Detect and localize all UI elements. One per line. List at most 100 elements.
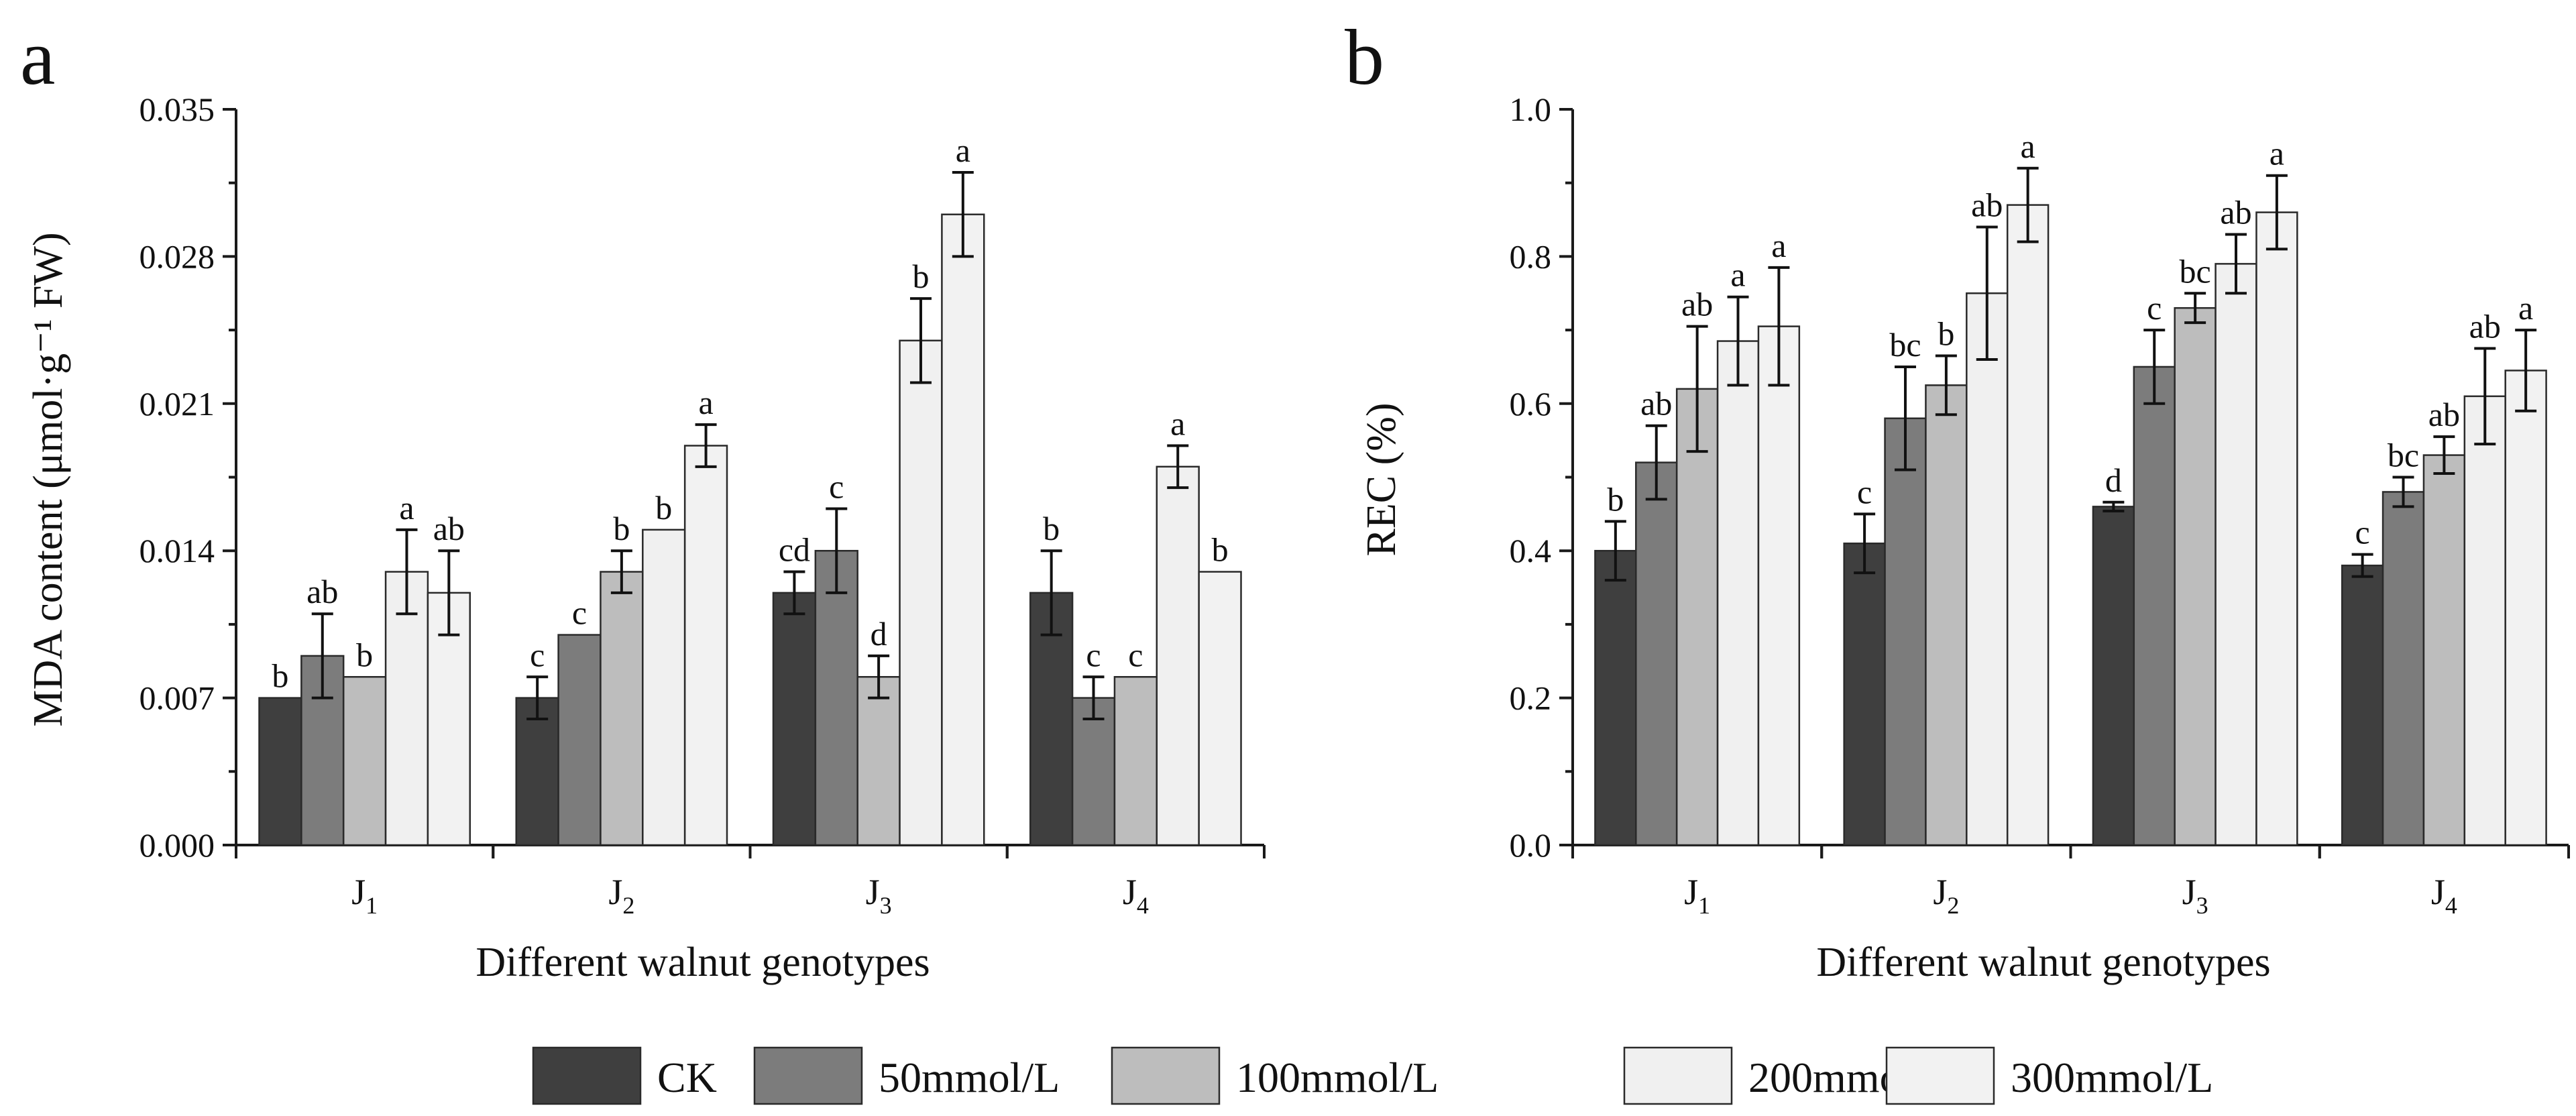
panel-a-bar (1198, 571, 1242, 846)
panel-a-significance-letter: a (1170, 404, 1185, 442)
panel-b-category-label: J2 (1933, 872, 1959, 919)
panel-b-category-subscript: 1 (1698, 892, 1710, 919)
panel-a-bar (899, 339, 943, 846)
panel-b-bar (2006, 204, 2050, 846)
panel-b-significance-letter: ab (1681, 286, 1713, 323)
panel-a-y-tick-label: 0.000 (139, 826, 215, 864)
panel-b-y-tick-label: 0.4 (1510, 532, 1552, 569)
panel-b-significance-letter: b (1938, 315, 1954, 352)
panel-a-significance-letter: c (1086, 636, 1101, 673)
panel-b-y-tick-label: 1.0 (1510, 91, 1552, 128)
panel-b-category-label: J3 (2182, 872, 2208, 919)
panel-a-category-label: J2 (608, 872, 634, 919)
panel-b-tag: b (1345, 13, 1384, 101)
panel-b-bar (2255, 211, 2298, 846)
panel-a-bar (1156, 465, 1200, 846)
panel-b-significance-letter: a (2518, 289, 2533, 327)
panel-b-category-subscript: 2 (1947, 892, 1959, 919)
panel-a-significance-letter: ab (433, 510, 465, 547)
panel-a-y-tick-label: 0.014 (139, 532, 215, 569)
legend: CK 50mmol/L 100mmol/L 200mmol/L 300mmol/L (532, 1046, 2213, 1105)
panel-b-significance-letter: a (1771, 227, 1786, 264)
panel-b-significance-letter: ab (1971, 186, 2003, 224)
panel-a-significance-letter: cd (779, 531, 810, 569)
panel-b-significance-letter: a (2021, 127, 2035, 165)
panel-a-significance-letter: b (613, 510, 630, 547)
legend-label: 50mmol/L (879, 1054, 1060, 1101)
panel-a-bar (642, 528, 686, 846)
panel-b-bar (1884, 417, 1927, 846)
panel-a-y-axis-title: MDA content (μmol·g⁻¹ FW) (25, 232, 71, 726)
panel-a-bar (515, 697, 559, 846)
panel-a-mda-chart: a MDA content (μmol·g⁻¹ FW) Different wa… (20, 13, 1266, 985)
panel-b-significance-letter: bc (2388, 437, 2419, 474)
panel-a-x-axis-title: Different walnut genotypes (475, 940, 930, 985)
panel-a-y-tick-label: 0.021 (139, 385, 215, 423)
panel-a-significance-letter: c (1128, 636, 1143, 673)
panel-b-significance-letter: a (2270, 135, 2284, 172)
panel-b-bar (2174, 306, 2217, 846)
panel-b-bar (2382, 491, 2425, 846)
panel-a-y-tick-label: 0.035 (139, 91, 215, 128)
legend-label: 100mmol/L (1236, 1054, 1439, 1101)
legend-swatch (1623, 1046, 1733, 1105)
panel-a-bar (342, 676, 387, 846)
panel-b-y-tick-label: 0.0 (1510, 826, 1552, 864)
panel-b-category-subscript: 4 (2445, 892, 2457, 919)
panel-b-bar (2341, 564, 2384, 846)
panel-a-significance-letter: b (272, 657, 288, 695)
panel-b-significance-letter: bc (1889, 326, 1921, 364)
panel-a-significance-letter: d (871, 615, 887, 653)
panel-a-significance-letter: ab (306, 573, 338, 610)
panel-b-bar (1675, 388, 1719, 846)
panel-a-y-tick-label: 0.028 (139, 237, 215, 275)
panel-a-bar (258, 697, 302, 846)
legend-swatch (1111, 1046, 1221, 1105)
panel-a-category-subscript: 2 (622, 892, 634, 919)
panel-a-bar (856, 676, 901, 846)
panel-b-significance-letter: c (1857, 473, 1872, 510)
panel-a-significance-letter: b (912, 258, 929, 295)
panel-b-bar (1635, 461, 1678, 846)
panel-b-bar (1757, 325, 1801, 846)
panel-a-tag: a (20, 13, 55, 101)
panel-a-significance-letter: b (655, 489, 672, 526)
panel-b-significance-letter: ab (1640, 385, 1672, 423)
panel-b-y-tick-label: 0.8 (1510, 237, 1552, 275)
panel-a-category-label: J4 (1123, 872, 1149, 919)
panel-b-bar (1716, 340, 1760, 846)
legend-swatch (753, 1046, 863, 1105)
panel-b-category-label: J4 (2431, 872, 2457, 919)
panel-b-rec-chart: b REC (%) Different walnut genotypes 0.0… (1345, 13, 2570, 985)
panel-b-y-axis-title: REC (%) (1359, 402, 1404, 556)
panel-a-significance-letter: a (399, 489, 414, 526)
panel-a-significance-letter: b (1212, 531, 1229, 569)
legend-swatch (1885, 1046, 1995, 1105)
panel-a-bar (1113, 676, 1158, 846)
panel-a-category-subscript: 4 (1137, 892, 1149, 919)
panel-a-category-subscript: 3 (880, 892, 892, 919)
panel-a-category-label: J3 (866, 872, 892, 919)
panel-b-category-subscript: 3 (2196, 892, 2208, 919)
panel-a-bar (683, 445, 728, 846)
panel-b-significance-letter: bc (2180, 252, 2211, 290)
panel-b-significance-letter: d (2105, 461, 2122, 499)
panel-b-significance-letter: ab (2220, 193, 2251, 231)
panel-b-bar (2133, 366, 2176, 846)
panel-b-category-label: J1 (1684, 872, 1710, 919)
panel-b-y-tick-label: 0.2 (1510, 679, 1552, 717)
panel-a-significance-letter: b (1043, 510, 1060, 547)
panel-b-significance-letter: c (2147, 289, 2162, 327)
panel-a-significance-letter: c (572, 594, 587, 632)
panel-a-bar (1071, 697, 1116, 846)
panel-a-significance-letter: a (956, 131, 970, 169)
legend-label: 300mmol/L (2011, 1054, 2213, 1101)
panel-b-significance-letter: ab (2469, 308, 2501, 345)
panel-a-bar (814, 549, 858, 846)
panel-b-bar (1594, 549, 1637, 846)
panel-b-bar (2422, 454, 2466, 846)
panel-b-significance-letter: ab (2428, 396, 2460, 433)
panel-a-bar (557, 634, 602, 846)
